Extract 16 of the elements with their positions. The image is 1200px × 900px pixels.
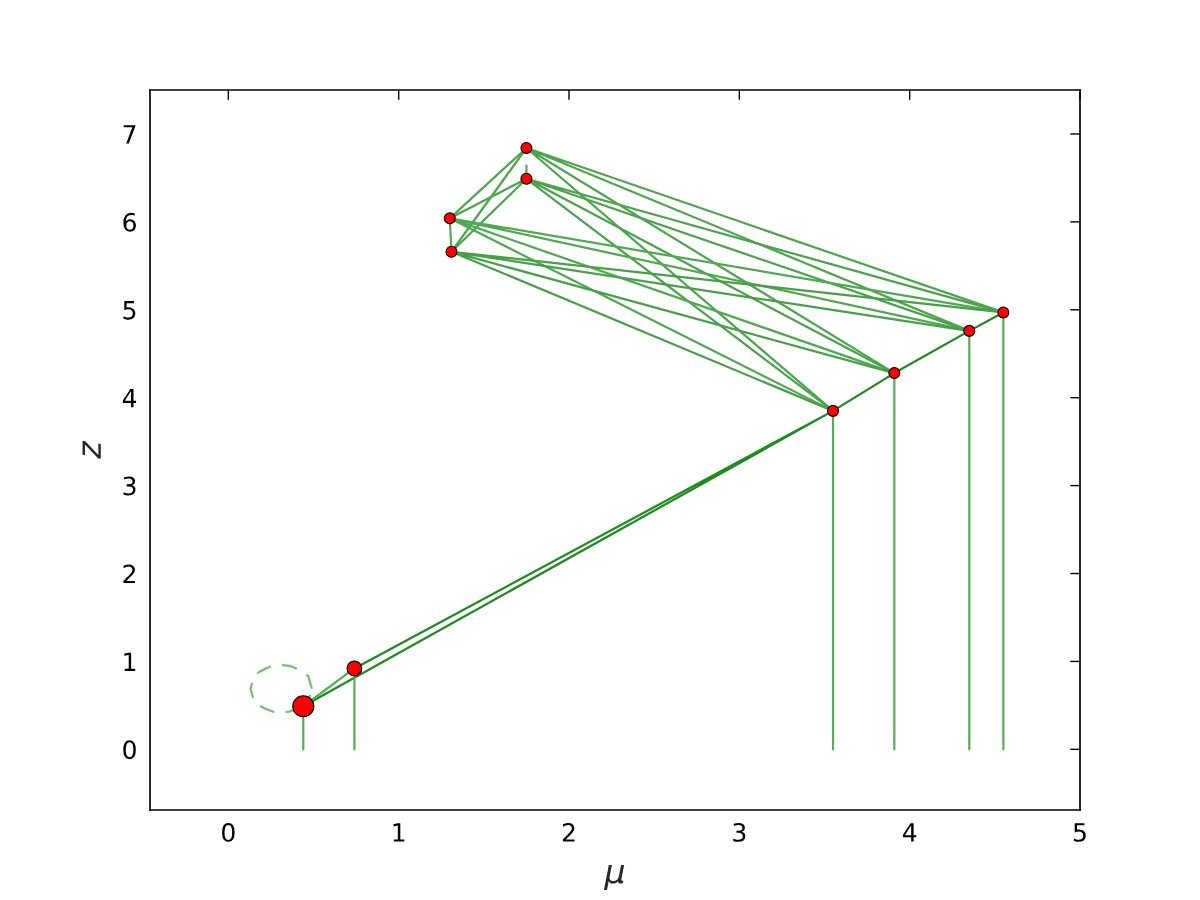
y-tick-label: 1 — [124, 652, 136, 671]
y-tick-label: 3 — [123, 476, 136, 496]
x-tick-label: 1 — [393, 823, 405, 842]
y-tick-label: 6 — [123, 212, 136, 232]
y-tick-label: 2 — [123, 564, 135, 584]
x-tick-label: 2 — [562, 822, 575, 842]
x-axis-title: μ — [603, 864, 625, 891]
x-tick-label: 5 — [1073, 823, 1086, 842]
y-tick-label: 4 — [122, 388, 137, 408]
x-tick-label: 4 — [902, 823, 917, 842]
y-tick-label: 0 — [123, 740, 136, 760]
y-tick-label: 7 — [123, 125, 136, 144]
x-tick-label: 3 — [733, 822, 746, 842]
y-tick-label: 5 — [123, 301, 136, 320]
x-tick-label: 0 — [222, 822, 235, 842]
y-axis-title: z — [82, 440, 101, 459]
